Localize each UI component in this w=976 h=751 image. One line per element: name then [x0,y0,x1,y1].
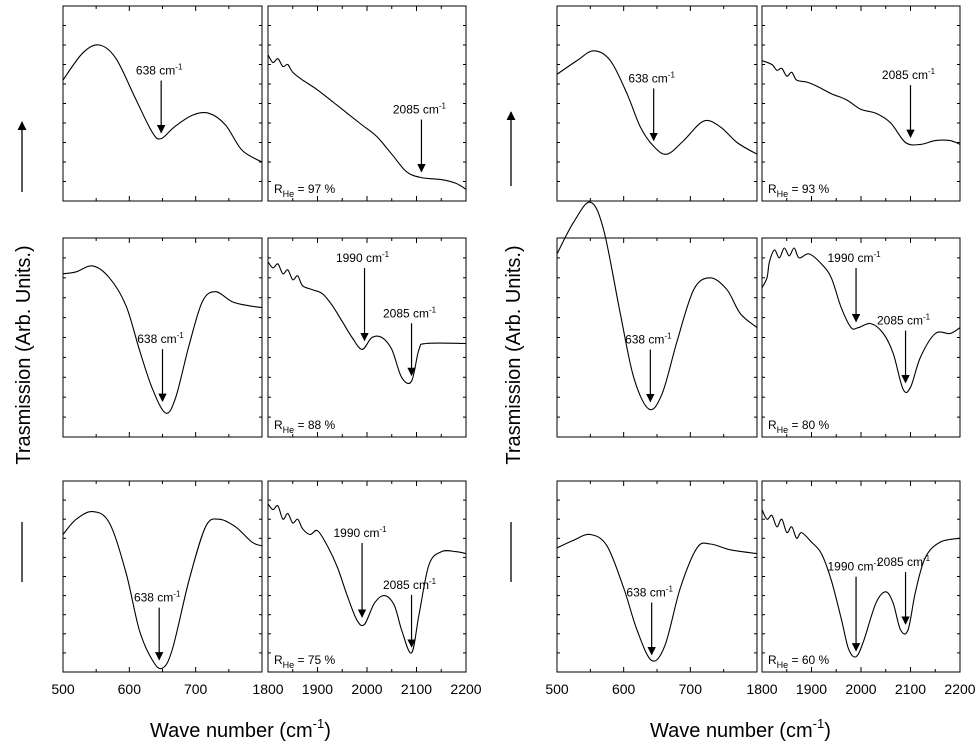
panel-6-high-series-line [761,509,961,658]
panel-4-high-peak-label: 2085 cm-1 [877,313,931,328]
panel-5-low-frame [62,480,263,673]
panel-5-low-peak-label: 638 cm-1 [134,590,181,605]
right-y-label: Trasmission (Arb. Units.) [503,245,525,464]
panel-3-high-series-line [267,261,467,385]
panel-6-rhe-label: RHe = 60 % [768,653,830,670]
panel-2-low-frame [556,5,758,202]
panel-6-low-x-tick-label: 500 [545,681,569,697]
panel-6-high-peak-label: 1990 cm-1 [827,559,881,574]
panel-5-low-series-line [62,511,263,670]
panel-4-high-frame [761,237,961,438]
panel-5-high-x-tick-label: 2000 [351,681,382,697]
panel-5-high-peak-label: 2085 cm-1 [383,577,437,592]
panel-1-low-series-line [62,44,263,163]
panel-3-high-peak-label: 2085 cm-1 [383,305,437,320]
panel-5-high-peak-label: 1990 cm-1 [333,525,387,540]
panel-6: 500 600 700 1800 1900 2000 2100 2200 638 cm-1 199… [545,480,976,697]
left-x-axis-title: Wave number (cm-1) [150,716,331,742]
panel-2-high-series-line [761,60,961,146]
panel-4: 638 cm-1 1990 cm-1 2085 cm-1 RHe = 80 % [556,201,961,438]
panel-5-rhe-label: RHe = 75 % [274,653,336,670]
panel-6-high-x-tick-label: 2200 [944,681,975,697]
panel-6-high-x-tick-label: 2100 [895,681,926,697]
panel-4-rhe-label: RHe = 80 % [768,418,830,435]
panel-3-high-peak-label: 1990 cm-1 [336,250,390,265]
panel-2-low-peak-label: 638 cm-1 [628,70,675,85]
panel-3-low-series-line [62,265,263,414]
panel-6-low-series-line [556,533,758,662]
right-x-axis-title: Wave number (cm-1) [650,716,831,742]
panel-grid: 638 cm-1 2085 cm-1 RHe = 97 % 638 cm-1 2085 … [51,5,976,697]
panel-1-high-peak-label: 2085 cm-1 [393,102,447,117]
panel-6-low-peak-label: 638 cm-1 [626,585,673,600]
panel-2-rhe-label: RHe = 93 % [768,182,830,199]
panel-4-high-series-line [761,247,961,394]
panel-2-low-series-line [556,50,758,155]
panel-4-low-peak-label: 638 cm-1 [625,332,672,347]
panel-4-low-series-line [556,201,758,411]
panel-1-low-peak-label: 638 cm-1 [136,63,183,78]
panel-5-low-x-tick-label: 600 [118,681,142,697]
panel-3: 638 cm-1 1990 cm-1 2085 cm-1 RHe = 88 % [62,237,467,438]
panel-5-high-series-line [267,503,467,654]
panel-4-high-peak-label: 1990 cm-1 [827,250,881,265]
panel-5-high-x-tick-label: 2100 [401,681,432,697]
panel-5-low-x-tick-label: 500 [51,681,75,697]
panel-3-high-frame [267,237,467,438]
panel-2-high-frame [761,5,961,202]
panel-5-high-x-tick-label: 1800 [252,681,283,697]
panel-3-rhe-label: RHe = 88 % [274,418,336,435]
panel-6-high-x-tick-label: 2000 [845,681,876,697]
panel-3-low-peak-label: 638 cm-1 [137,331,184,346]
panel-1-low-frame [62,5,263,202]
panel-2: 638 cm-1 2085 cm-1 RHe = 93 % [556,5,961,202]
panel-6-high-x-tick-label: 1900 [796,681,827,697]
panel-5: 500 600 700 1800 1900 2000 2100 2200 638 cm-1 199… [51,480,482,697]
panel-6-low-x-tick-label: 700 [679,681,703,697]
panel-6-high-x-tick-label: 1800 [746,681,777,697]
panel-1-rhe-label: RHe = 97 % [274,182,336,199]
panel-6-high-peak-label: 2085 cm-1 [877,554,931,569]
panel-6-low-x-tick-label: 600 [612,681,636,697]
panel-6-low-frame [556,480,758,673]
left-y-label: Trasmission (Arb. Units.) [13,245,35,464]
right-y-axis-title: Trasmission (Arb. Units.) [503,111,525,582]
panel-1: 638 cm-1 2085 cm-1 RHe = 97 % [62,5,467,202]
left-y-axis-title: Trasmission (Arb. Units.) [13,121,35,582]
panel-5-high-x-tick-label: 1900 [302,681,333,697]
panel-5-low-x-tick-label: 700 [184,681,208,697]
panel-6-high-frame [761,480,961,673]
panel-2-high-peak-label: 2085 cm-1 [882,67,936,82]
panel-5-high-x-tick-label: 2200 [450,681,481,697]
panel-1-high-series-line [267,54,467,190]
panel-5-high-frame [267,480,467,673]
